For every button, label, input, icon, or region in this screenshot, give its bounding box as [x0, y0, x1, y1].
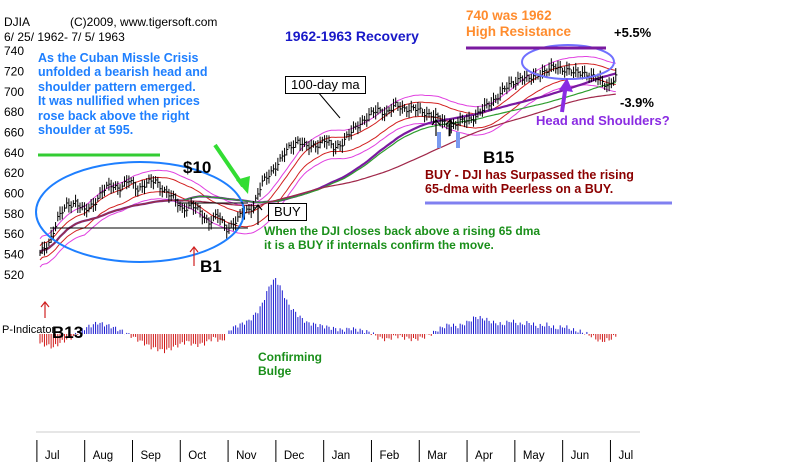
month-label: May	[523, 450, 545, 462]
ma-label-box: 100-day ma	[285, 76, 366, 94]
b13-arrow-head	[40, 301, 50, 308]
date-range-label: 6/ 25/ 1962- 7/ 5/ 1963	[4, 30, 125, 44]
green-arrow-shaft	[213, 143, 245, 188]
month-label: Feb	[379, 450, 399, 462]
indicator-label: P-Indicator	[2, 324, 56, 336]
y-tick-label: 520	[4, 268, 24, 282]
ma100-line	[39, 93, 616, 254]
consolidation-ellipse	[35, 161, 245, 263]
resistance-note: 740 was 1962 High Resistance	[466, 8, 572, 39]
signal-10-label: $10	[183, 158, 212, 177]
buy-arrow-head	[253, 204, 263, 211]
p-indicator-layer	[39, 277, 617, 354]
y-tick-label: 680	[4, 105, 24, 119]
y-tick-label: 660	[4, 125, 24, 139]
b15-marker-b	[456, 132, 460, 148]
y-tick-label: 700	[4, 85, 24, 99]
y-tick-label: 560	[4, 227, 24, 241]
buy-rule-note: BUY - DJI has Surpassed the rising 65-dm…	[425, 168, 634, 197]
signal-b13-label: B13	[52, 323, 84, 342]
b15-marker-a	[437, 132, 441, 148]
month-label: Sep	[140, 450, 160, 462]
purple-arrow-head	[559, 78, 573, 92]
month-label: Oct	[188, 450, 207, 462]
month-label: Nov	[236, 450, 257, 462]
top-ellipse	[521, 44, 615, 80]
month-label: Jul	[45, 450, 60, 462]
ticker-label: DJIA	[4, 15, 31, 29]
month-label: Jul	[618, 450, 633, 462]
signal-b1-label: B1	[200, 257, 222, 276]
overlay-layer	[35, 44, 672, 318]
y-tick-label: 720	[4, 64, 24, 78]
y-tick-label: 620	[4, 166, 24, 180]
hs-question-note: Head and Shoulders?	[536, 113, 670, 128]
month-label: Dec	[284, 450, 305, 462]
month-label: Apr	[475, 450, 493, 462]
b15-arrow-a-head	[431, 119, 441, 126]
y-tick-label: 540	[4, 248, 24, 262]
copyright-label: (C)2009, www.tigersoft.com	[70, 15, 218, 29]
plus-pct-label: +5.5%	[614, 25, 652, 40]
buy-label-box: BUY	[268, 203, 307, 221]
x-axis: Jul Aug Sep Oct Nov Dec Jan Feb Mar Apr May Jun Jul	[36, 431, 640, 462]
month-label: Mar	[427, 450, 447, 462]
chart-title: 1962-1963 Recovery	[285, 28, 419, 44]
b15-arrow-b-head	[445, 119, 455, 126]
bulge-note: Confirming Bulge	[258, 350, 322, 378]
signal-b15-label: B15	[483, 148, 515, 167]
minus-pct-label: -3.9%	[620, 95, 654, 110]
close-above-note: When the DJI closes back above a rising …	[264, 224, 541, 252]
cuban-crisis-note: As the Cuban Missle Crisis unfolded a be…	[38, 51, 208, 137]
month-label: Jun	[571, 450, 590, 462]
lower-band	[39, 84, 616, 268]
y-tick-label: 740	[4, 44, 24, 58]
price-bars-layer	[39, 58, 618, 256]
month-label: Jan	[332, 450, 351, 462]
b1-arrow-head	[189, 246, 199, 253]
month-label: Aug	[93, 450, 113, 462]
ma-label-pointer	[317, 91, 341, 119]
y-tick-label: 600	[4, 187, 24, 201]
y-axis: 520 540 560 580 600 620 640 660 680 700 720 740	[4, 44, 24, 282]
y-tick-label: 580	[4, 207, 24, 221]
y-tick-label: 640	[4, 146, 24, 160]
green-arrow-head	[236, 176, 250, 194]
